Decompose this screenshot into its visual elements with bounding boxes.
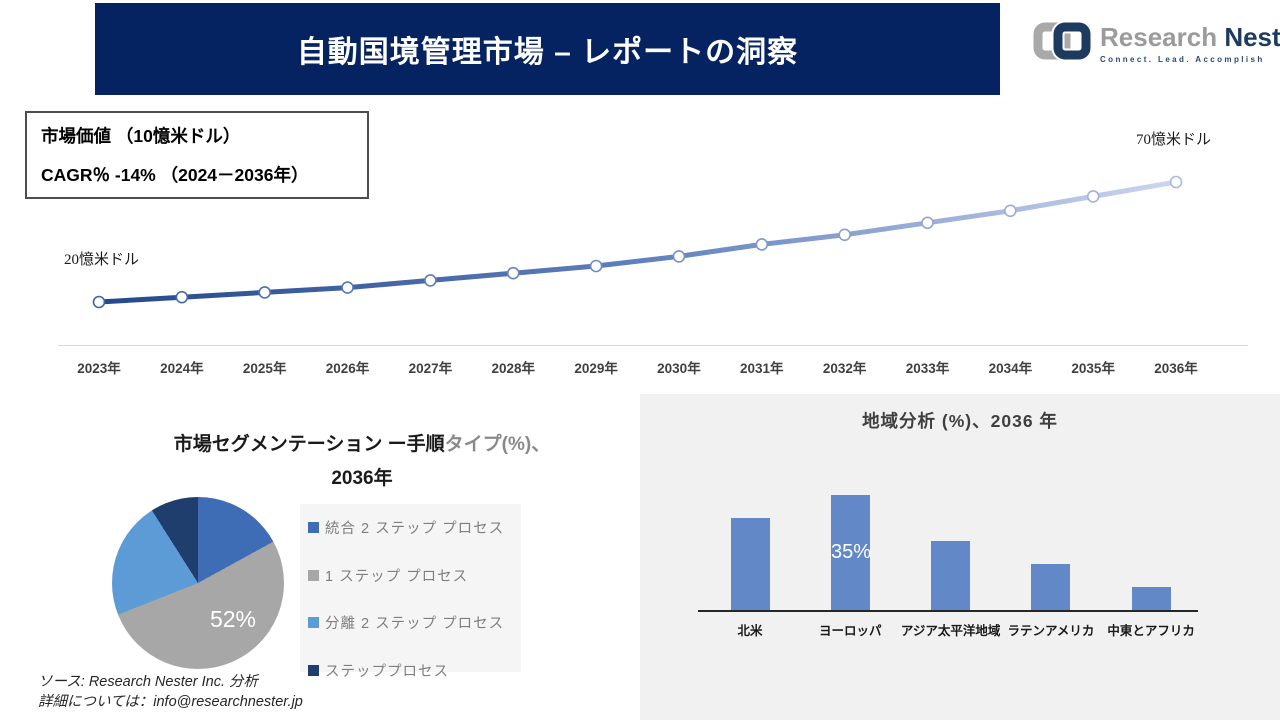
pie-data-label: 52% — [209, 606, 257, 632]
line-marker — [341, 281, 354, 294]
pie-chart — [112, 497, 284, 669]
line-marker — [755, 238, 769, 251]
regional-analysis-panel: 地域分析 (%)、2036 年 35% 北米 ヨーロッパ アジア太平洋地域 ラテンアメ… — [640, 394, 1280, 720]
bar-chart-title: 地域分析 (%)、2036 年 — [862, 411, 1058, 431]
x-tick-label: 2030年 — [657, 361, 701, 376]
bar-category-label: ヨーロッパ — [819, 624, 882, 638]
line-marker — [92, 295, 106, 309]
x-tick-label: 2026年 — [325, 361, 370, 376]
x-tick-label: 2035年 — [1071, 361, 1115, 376]
brand-tagline: Connect. Lead. Accomplish — [1100, 55, 1265, 64]
line-marker — [175, 290, 189, 304]
market-value-box: 市場価値 （10憶米ドル） CAGR％ -14% （2024－2036年） — [25, 111, 369, 199]
legend-item: ステッププロセス — [308, 660, 521, 681]
bar-category-label: ラテンアメリカ — [1007, 624, 1095, 638]
end-value-label: 70憶米ドル — [1136, 132, 1212, 148]
bar-category-label: 北米 — [737, 624, 763, 638]
bar — [830, 495, 870, 610]
x-tick-label: 2033年 — [905, 361, 950, 376]
chain-link-logo-icon — [1033, 20, 1092, 62]
pie-title-sub: タイプ(%)、 — [444, 434, 551, 455]
x-tick-label: 2029年 — [574, 361, 618, 376]
x-tick-label: 2034年 — [988, 361, 1033, 376]
pie-chart-title: 市場セグメンテーション ー手順タイプ(%)、 2036年 — [122, 432, 602, 492]
legend-label: ステッププロセス — [325, 663, 449, 680]
pie-legend: 統合 2 ステップ プロセス 1 ステップ プロセス分離 2 ステップ プロセスス… — [300, 504, 521, 680]
bar-axis-line — [698, 610, 1198, 612]
legend-label: 1 ステップ プロセス — [325, 568, 469, 585]
x-tick-label: 2031年 — [740, 361, 784, 376]
bar — [1131, 587, 1171, 610]
bar — [931, 541, 971, 610]
legend-swatch-icon — [308, 522, 319, 533]
source-line: ソース: Research Nester Inc. 分析 — [38, 674, 259, 690]
market-value-label: 市場価値 （10憶米ドル） — [41, 126, 241, 146]
legend-item: 1 ステップ プロセス — [308, 565, 521, 586]
cagr-label: CAGR％ -14% （2024－2036年） — [41, 165, 309, 185]
brand-word-nester: Nester — [1224, 22, 1280, 52]
x-tick-label: 2036年 — [1154, 361, 1198, 376]
legend-swatch-icon — [308, 617, 319, 628]
line-marker — [1169, 175, 1183, 189]
brand-logo: Research Nester Connect. Lead. Accomplis… — [1032, 18, 1280, 80]
legend-label: 統合 2 ステップ プロセス — [325, 521, 505, 537]
brand-word-research: Research — [1100, 22, 1218, 52]
bar — [730, 518, 770, 610]
bar-data-label: 35% — [830, 541, 872, 563]
pie-title-year: 2036年 — [331, 468, 393, 489]
x-tick-label: 2032年 — [822, 361, 867, 376]
line-marker — [1086, 190, 1100, 203]
x-tick-label: 2023年 — [77, 361, 121, 376]
contact-line: 詳細については：info@researchnester.jp — [38, 694, 303, 710]
brand-text: Research Nester Connect. Lead. Accomplis… — [1100, 18, 1280, 64]
x-axis-line — [58, 345, 1248, 346]
line-marker — [506, 266, 520, 280]
line-marker — [589, 259, 603, 273]
line-marker — [1004, 204, 1017, 218]
bar-category-label: アジア太平洋地域 — [900, 624, 1001, 638]
legend-swatch-icon — [308, 664, 319, 676]
x-tick-label: 2028年 — [491, 361, 536, 376]
legend-item: 統合 2 ステップ プロセス — [308, 517, 521, 538]
pie-title-main: 市場セグメンテーション ー手順 — [173, 434, 445, 455]
x-tick-label: 2027年 — [408, 361, 453, 376]
start-value-label: 20憶米ドル — [64, 252, 140, 268]
bar-category-label: 中東とアフリカ — [1107, 624, 1195, 638]
line-marker — [672, 250, 686, 263]
line-marker — [838, 228, 851, 242]
legend-label: 分離 2 ステップ プロセス — [325, 616, 505, 632]
bar — [1031, 564, 1071, 610]
source-note: ソース: Research Nester Inc. 分析 詳細については：inf… — [38, 672, 303, 712]
legend-item: 分離 2 ステップ プロセス — [308, 612, 521, 633]
line-marker — [258, 286, 272, 299]
report-title: 自動国境管理市場 – レポートの洞察 — [296, 36, 799, 69]
x-tick-label: 2025年 — [242, 361, 287, 376]
line-marker — [424, 274, 437, 287]
legend-swatch-icon — [308, 569, 319, 581]
line-marker — [921, 216, 934, 230]
x-tick-label: 2024年 — [160, 361, 204, 376]
report-header: 自動国境管理市場 – レポートの洞察 — [95, 3, 1000, 95]
